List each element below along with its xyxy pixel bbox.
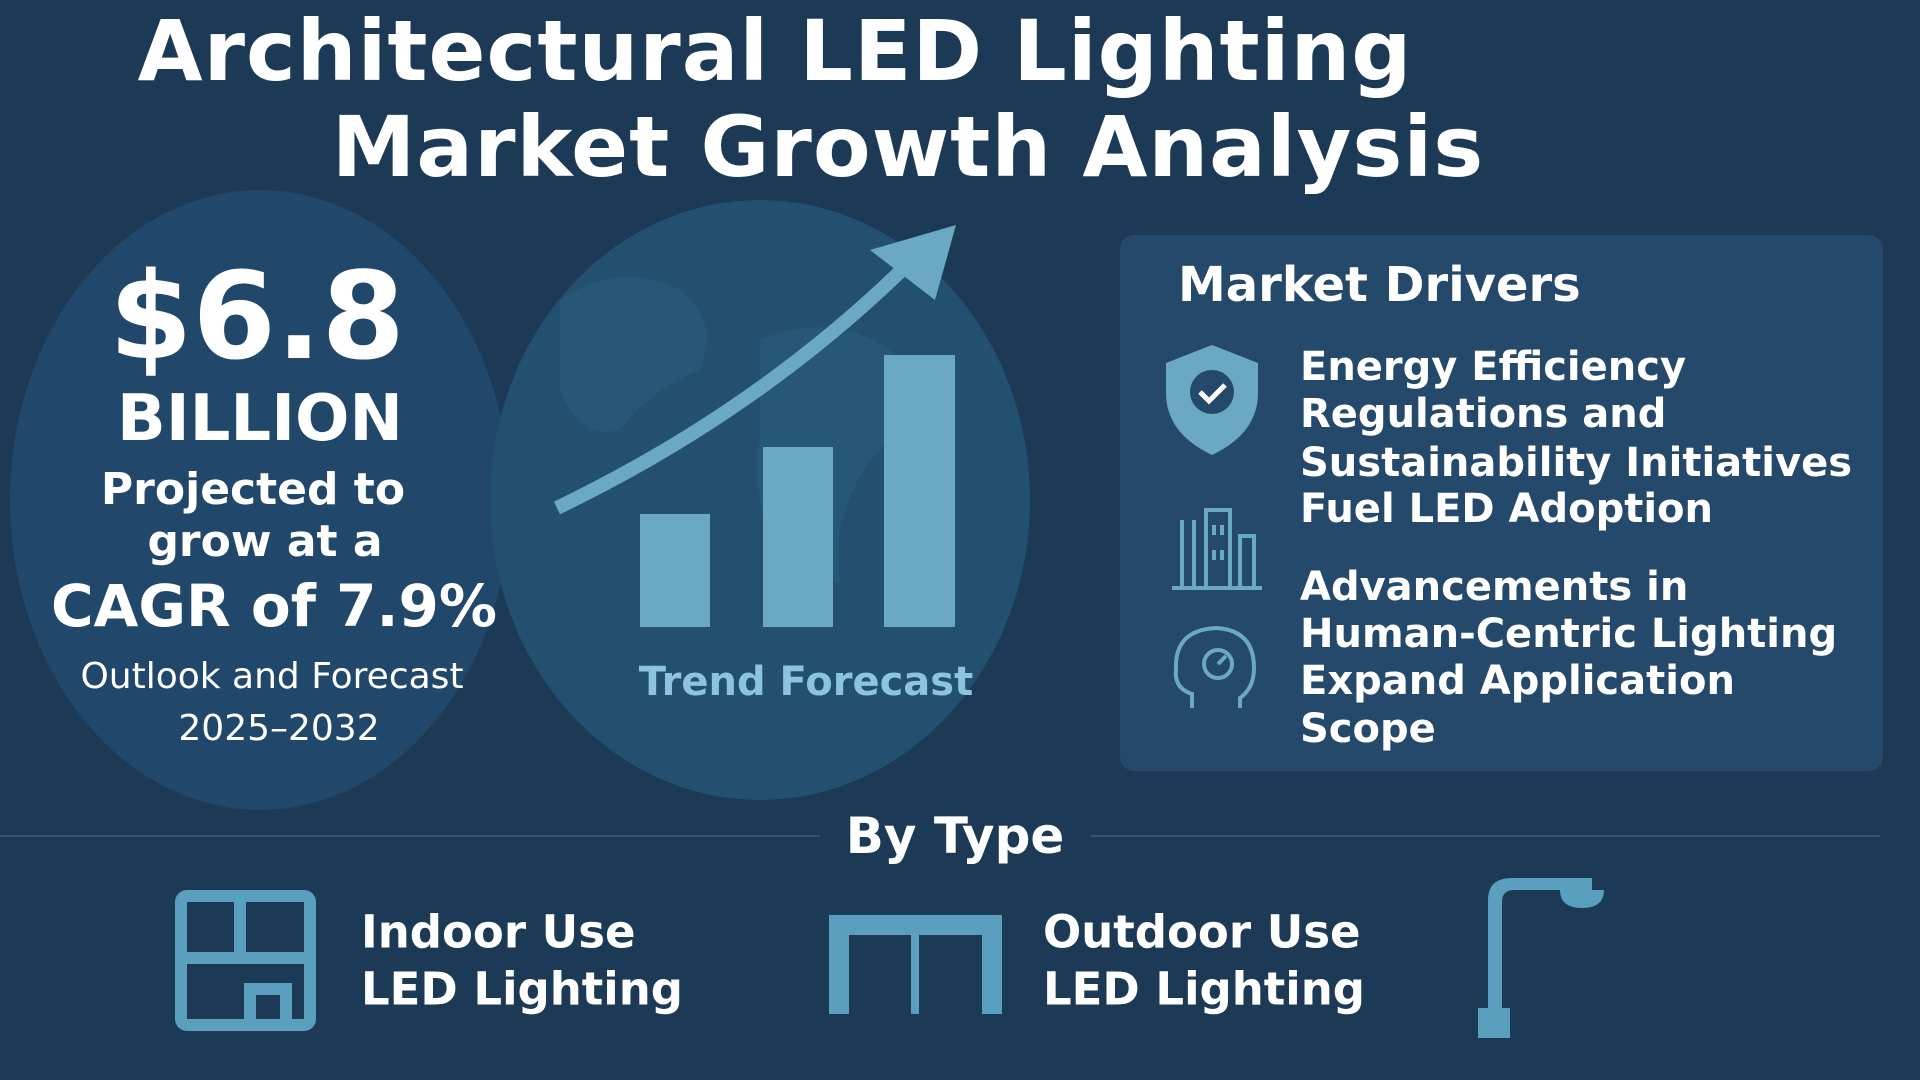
driver-text: Regulations and — [1300, 391, 1667, 437]
headline-text: grow at a — [147, 516, 383, 567]
shield-icon — [1190, 370, 1234, 414]
head-icon — [1173, 625, 1257, 708]
type-text: Outdoor Use — [1043, 905, 1361, 959]
headline-unit: BILLION — [117, 382, 403, 456]
driver-text: Scope — [1300, 706, 1436, 752]
trend-bar — [763, 447, 833, 627]
trend-bar — [640, 514, 710, 627]
driver-text: Energy Efficiency — [1300, 344, 1687, 390]
headline-value: $6.8 — [108, 248, 406, 387]
cagr: CAGR of 7.9% — [50, 572, 498, 640]
type-text: Indoor Use — [361, 905, 636, 959]
outlook: Outlook and Forecast — [80, 656, 464, 697]
driver-text: Advancements in — [1300, 564, 1689, 610]
driver-text: Sustainability Initiatives — [1300, 440, 1853, 486]
trend-label: Trend Forecast — [638, 659, 974, 705]
title: Market Growth Analysis — [331, 98, 1485, 196]
trend-bar — [884, 355, 955, 627]
driver-text: Fuel LED Adoption — [1300, 486, 1714, 532]
building-icon — [1172, 508, 1262, 590]
indoor-icon — [175, 890, 316, 1031]
driver-text: Expand Application — [1300, 658, 1735, 704]
lamp-icon — [1478, 878, 1604, 1038]
outdoor-icon — [829, 915, 1002, 1014]
title: Architectural LED Lighting — [137, 2, 1413, 100]
type-text: LED Lighting — [361, 962, 683, 1016]
shield-icon — [1198, 383, 1227, 405]
drivers-panel — [1120, 235, 1883, 771]
type-text: LED Lighting — [1043, 962, 1365, 1016]
headline-text: Projected to — [100, 464, 406, 515]
driver-text: Human-Centric Lighting — [1300, 611, 1838, 657]
trend-arrow — [553, 257, 915, 515]
drivers-title: Market Drivers — [1178, 257, 1581, 313]
trend-arrow-head — [870, 225, 956, 300]
globe-left — [10, 190, 510, 810]
by-type-title: By Type — [845, 807, 1065, 865]
outlook: 2025–2032 — [178, 708, 380, 749]
